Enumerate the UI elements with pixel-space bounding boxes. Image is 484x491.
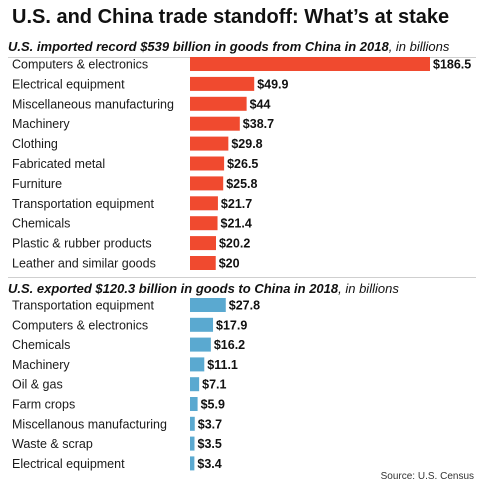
- import-category-label: Transportation equipment: [12, 197, 155, 211]
- export-value-label: $3.4: [197, 457, 221, 471]
- imports-subtitle-main: U.S. imported record $539 billion in goo…: [8, 39, 389, 54]
- import-bar: [190, 136, 229, 151]
- export-value-label: $7.1: [202, 378, 226, 392]
- export-bar: [190, 337, 211, 352]
- import-value-label: $21.4: [221, 217, 252, 231]
- export-category-label: Electrical equipment: [12, 457, 125, 471]
- divider-middle: [8, 277, 476, 278]
- import-value-label: $49.9: [257, 77, 288, 91]
- export-value-label: $17.9: [216, 318, 247, 332]
- export-bar: [190, 298, 226, 312]
- export-value-label: $11.1: [207, 358, 238, 372]
- import-value-label: $38.7: [243, 117, 274, 131]
- export-bar: [190, 436, 195, 451]
- chart-title: U.S. and China trade standoff: What’s at…: [12, 6, 450, 28]
- import-category-label: Furniture: [12, 177, 62, 191]
- import-category-label: Electrical equipment: [12, 77, 125, 91]
- export-category-label: Oil & gas: [12, 378, 63, 392]
- exports-subtitle-main: U.S. exported $120.3 billion in goods to…: [8, 281, 339, 296]
- export-category-label: Waste & scrap: [12, 437, 93, 451]
- import-category-label: Fabricated metal: [12, 157, 105, 171]
- export-bar: [190, 416, 195, 431]
- import-value-label: $21.7: [221, 197, 252, 211]
- imports-subtitle: U.S. imported record $539 billion in goo…: [8, 39, 449, 54]
- export-bar: [190, 317, 214, 332]
- import-value-label: $25.8: [226, 177, 257, 191]
- import-bar: [190, 196, 218, 211]
- export-category-label: Farm crops: [12, 398, 75, 412]
- import-bar: [190, 256, 216, 270]
- export-value-label: $27.8: [229, 299, 260, 313]
- import-bar: [190, 236, 216, 251]
- export-bar: [190, 357, 205, 372]
- import-bar: [190, 76, 255, 91]
- export-category-label: Machinery: [12, 358, 70, 372]
- import-category-label: Clothing: [12, 137, 58, 151]
- import-category-label: Miscellaneous manufacturing: [12, 97, 174, 111]
- imports-subtitle-unit: , in billions: [388, 39, 450, 54]
- import-category-label: Machinery: [12, 117, 70, 131]
- import-value-label: $20.2: [219, 237, 250, 251]
- import-bar: [190, 96, 247, 111]
- export-bar: [190, 377, 200, 392]
- import-value-label: $26.5: [227, 157, 258, 171]
- import-value-label: $20: [219, 257, 240, 271]
- export-category-label: Miscellanous manufacturing: [12, 417, 167, 431]
- import-category-label: Plastic & rubber products: [12, 237, 152, 251]
- exports-subtitle: U.S. exported $120.3 billion in goods to…: [8, 281, 399, 296]
- export-category-label: Chemicals: [12, 338, 70, 352]
- import-bar: [190, 116, 240, 131]
- import-bar: [190, 156, 225, 171]
- import-bar: [190, 176, 224, 191]
- export-category-label: Computers & electronics: [12, 318, 148, 332]
- import-bar: [190, 216, 218, 231]
- export-value-label: $5.9: [201, 398, 225, 412]
- import-value-label: $29.8: [231, 137, 262, 151]
- exports-subtitle-unit: , in billions: [338, 281, 399, 296]
- import-category-label: Chemicals: [12, 217, 70, 231]
- import-value-label: $44: [250, 97, 271, 111]
- export-category-label: Transportation equipment: [12, 299, 155, 313]
- import-bar: [190, 57, 430, 71]
- import-category-label: Computers & electronics: [12, 58, 148, 72]
- import-value-label: $186.5: [433, 58, 471, 72]
- export-bar: [190, 397, 198, 411]
- import-category-label: Leather and similar goods: [12, 257, 156, 271]
- export-value-label: $16.2: [214, 338, 245, 352]
- export-value-label: $3.5: [198, 437, 222, 451]
- export-bar: [190, 456, 195, 471]
- export-value-label: $3.7: [198, 417, 222, 431]
- source-note: Source: U.S. Census: [380, 471, 474, 482]
